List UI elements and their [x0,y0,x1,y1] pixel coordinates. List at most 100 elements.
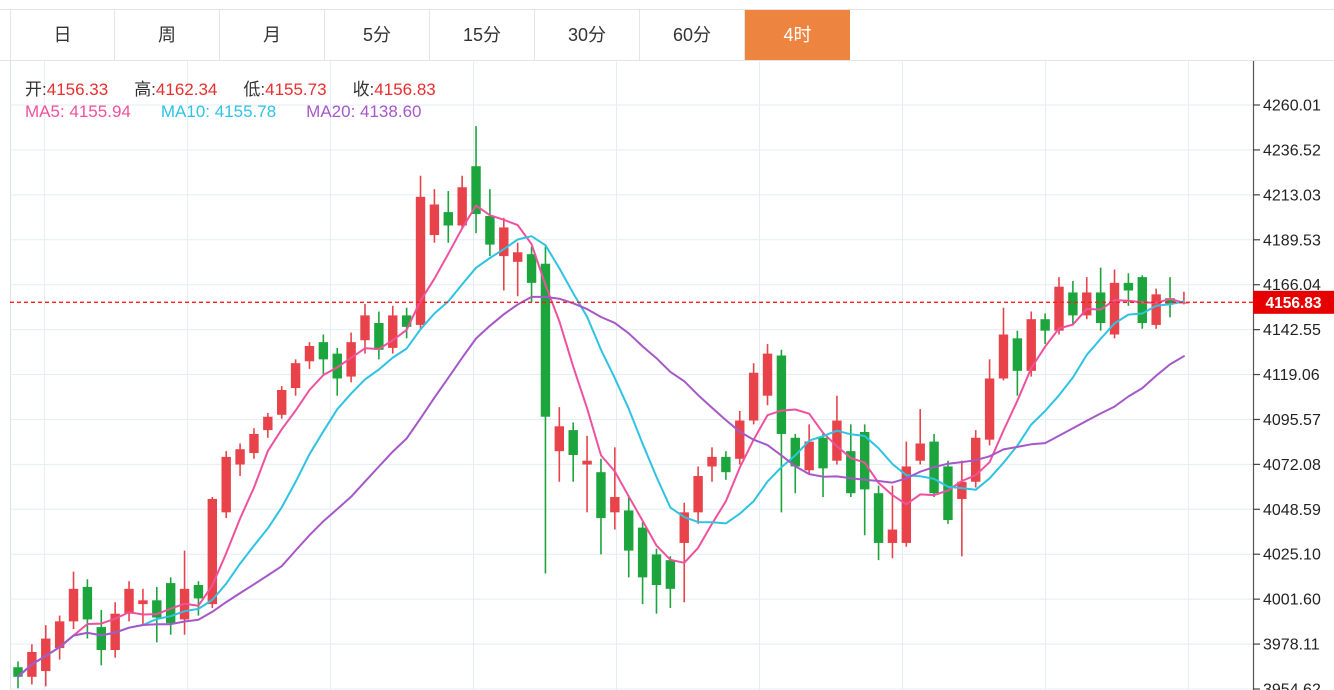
candle [526,246,537,302]
candle [610,447,620,530]
price-tag-value: 4156.83 [1265,295,1321,312]
y-tick-label: 4260.01 [1263,98,1321,115]
candle [96,609,106,666]
candle [873,485,884,561]
candle [984,359,995,446]
y-tick-label: 4236.52 [1263,142,1321,159]
candle [637,521,648,605]
candle [263,412,273,438]
candle [124,581,134,622]
tab-日[interactable]: 日 [10,10,115,60]
candle [1095,267,1106,331]
candle [1068,280,1078,325]
candle [665,556,676,608]
candle [693,466,703,524]
candle [401,307,412,339]
candle [776,349,787,513]
candle [998,307,1009,381]
candle [221,451,231,519]
high-value: 4162.34 [155,80,218,99]
tab-15分[interactable]: 15分 [430,10,535,60]
ohlc-legend: 开:4156.33 高:4162.34 低:4155.73 收:4156.83 [25,75,462,100]
candle [596,458,606,555]
y-tick-label: 4095.57 [1263,412,1321,429]
y-tick-label: 4025.10 [1263,547,1321,564]
candle [804,424,814,475]
candle [1151,288,1161,329]
candle [54,615,65,660]
candle [318,334,329,375]
ma-legend-10: MA10: 4155.78 [160,102,277,121]
y-tick-label: 4001.60 [1263,592,1321,609]
candle [707,447,717,482]
candle [512,242,523,297]
high-label: 高: [134,80,156,99]
y-tick-label: 4189.53 [1263,232,1321,249]
candles-group [13,126,1189,689]
candle [1040,313,1050,345]
tab-4时[interactable]: 4时 [745,10,850,60]
candle [360,303,370,354]
candle [1165,277,1175,318]
candle [1054,277,1064,335]
candle [485,189,495,257]
candle [235,443,245,477]
candle [679,502,689,603]
timeframe-tabs: 日周月 5分 15分 30分 60分 4时 [10,10,850,60]
open-value: 4156.33 [46,80,109,99]
kline-chart-area[interactable]: 4260.01 4236.52 4213.03 4189.53 4166.04 4142.… [0,61,1334,690]
candle [499,217,509,291]
candle [624,495,634,578]
y-tick-label: 4072.08 [1263,457,1321,474]
candle [790,433,800,494]
y-tick-label: 4119.06 [1263,367,1320,384]
candle [915,409,925,465]
candle [415,175,426,329]
candle [1109,269,1120,339]
candle [457,175,467,230]
low-value: 4155.73 [265,80,327,99]
candle [540,246,551,574]
candle [818,433,828,498]
candle [943,460,953,524]
candle [277,386,287,419]
tab-周[interactable]: 周 [115,10,220,60]
y-tick-label: 4048.59 [1263,502,1321,519]
close-label: 收: [352,80,375,99]
y-tick-label: 3978.11 [1263,637,1320,654]
candle [304,342,315,369]
candle [762,344,773,406]
candle [388,305,398,354]
ma-legend-20: MA20: 4138.60 [306,102,422,121]
candle [429,189,440,243]
kline-chart-canvas[interactable]: 4260.01 4236.52 4213.03 4189.53 4166.04 4142.… [0,61,1334,690]
tab-30分[interactable]: 30分 [535,10,640,60]
y-tick-label: 3954.62 [1263,682,1321,690]
tab-5分[interactable]: 5分 [325,10,430,60]
candle [735,410,745,465]
ma-legend-5: MA5: 4155.94 [25,102,131,121]
candle [568,422,578,482]
candle [846,424,856,498]
candle [82,579,93,639]
candle [332,347,342,396]
tab-60分[interactable]: 60分 [640,10,745,60]
candle [249,428,259,459]
price-tag: 4156.83 [1253,290,1334,314]
candle [443,191,453,243]
ma5-line [17,204,1185,678]
y-tick-label: 4166.04 [1263,277,1321,294]
ma20-line [17,295,1185,678]
candle [165,577,176,635]
y-tick-label: 4213.03 [1263,187,1321,204]
candle [748,363,759,425]
candle [68,571,79,629]
open-label: 开: [25,80,47,99]
candle [554,407,565,482]
candle [901,441,912,547]
tab-月[interactable]: 月 [220,10,325,60]
candle [471,126,481,234]
low-label: 低: [243,80,266,99]
candle [1026,311,1036,377]
